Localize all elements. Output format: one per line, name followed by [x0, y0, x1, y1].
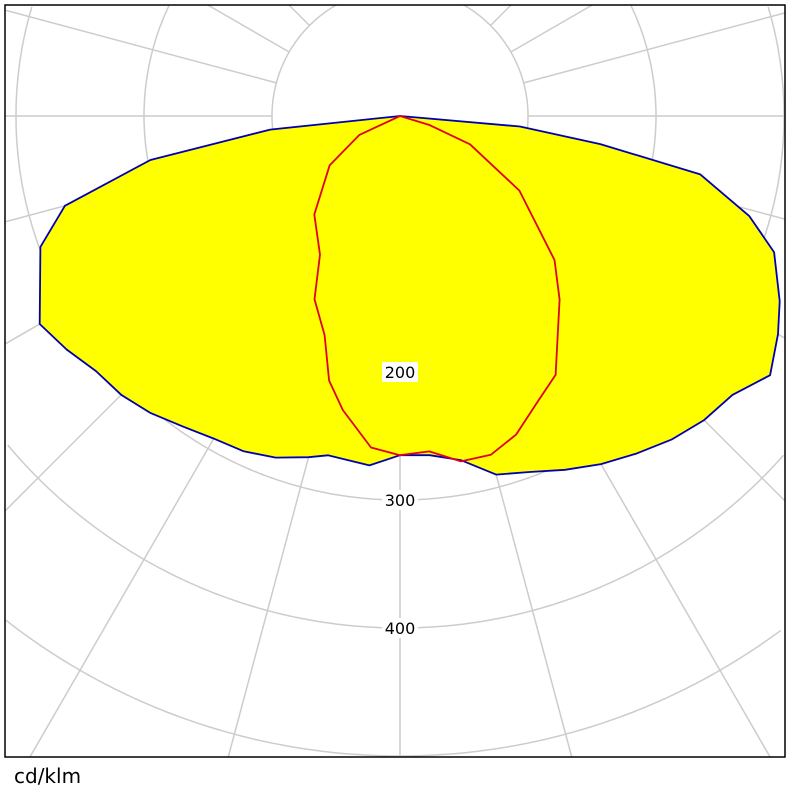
grid-ring-400: [7, 444, 785, 629]
radial-tick-label: 300: [385, 491, 416, 510]
grid-ring-500: [5, 619, 782, 757]
radial-tick-label: 400: [385, 619, 416, 638]
grid-spoke: [207, 4, 290, 53]
series-layer: [38, 115, 781, 476]
grid-spoke: [489, 4, 512, 27]
tick-labels: 200 300 400: [382, 362, 418, 638]
plot-frame: [4, 4, 786, 758]
series-2-curve: [313, 115, 561, 463]
radial-tick-label: 200: [385, 363, 416, 382]
tick-label-bg: [382, 618, 418, 638]
unit-label: cd/klm: [14, 764, 82, 788]
grid-spoke: [510, 4, 593, 53]
tick-label-bg: [382, 362, 418, 382]
grid-spoke: [523, 12, 786, 84]
grid-spoke: [4, 9, 277, 84]
grid-spoke: [288, 4, 311, 27]
tick-label-bg: [382, 490, 418, 510]
series-1-curve: [38, 115, 781, 476]
